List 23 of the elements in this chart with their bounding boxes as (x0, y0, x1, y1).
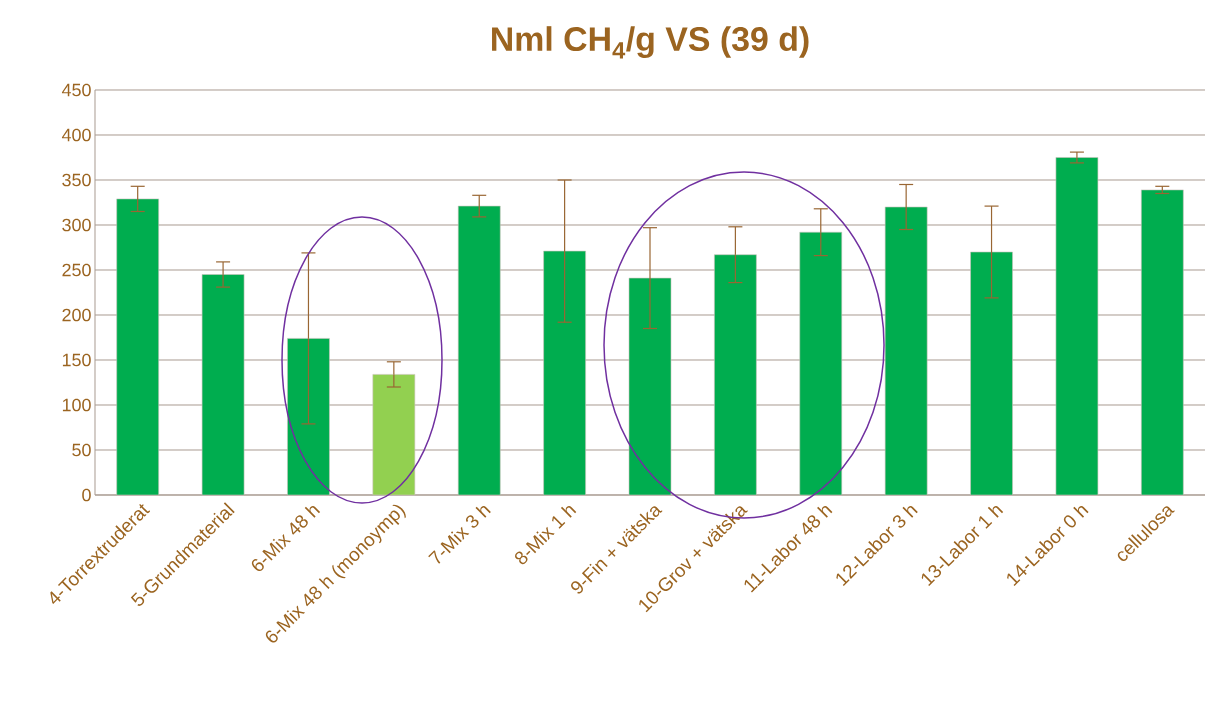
bar (201, 274, 245, 496)
y-tick-label: 200 (62, 308, 91, 322)
bar (372, 374, 416, 496)
y-tick-label: 350 (62, 173, 91, 187)
bar (799, 231, 843, 496)
chart-title: Nml CH$_{4}$/g VS (39 d) (492, 26, 809, 59)
y-tick-label: 0 (82, 488, 91, 502)
bar (1055, 157, 1099, 496)
y-tick-label: 50 (72, 443, 91, 457)
y-tick-label: 150 (62, 353, 91, 367)
bar (116, 198, 159, 496)
y-tick-label: 450 (61, 83, 91, 97)
bar (970, 251, 1013, 496)
y-tick-label: 250 (62, 263, 91, 277)
y-tick-label: 100 (62, 398, 91, 412)
bar (714, 254, 757, 496)
y-tick-label: 400 (61, 128, 91, 142)
bar (457, 205, 501, 496)
bar (543, 250, 586, 496)
bar (1141, 189, 1184, 496)
bar (628, 277, 672, 496)
bar (884, 206, 928, 496)
y-tick-label: 300 (62, 218, 91, 232)
